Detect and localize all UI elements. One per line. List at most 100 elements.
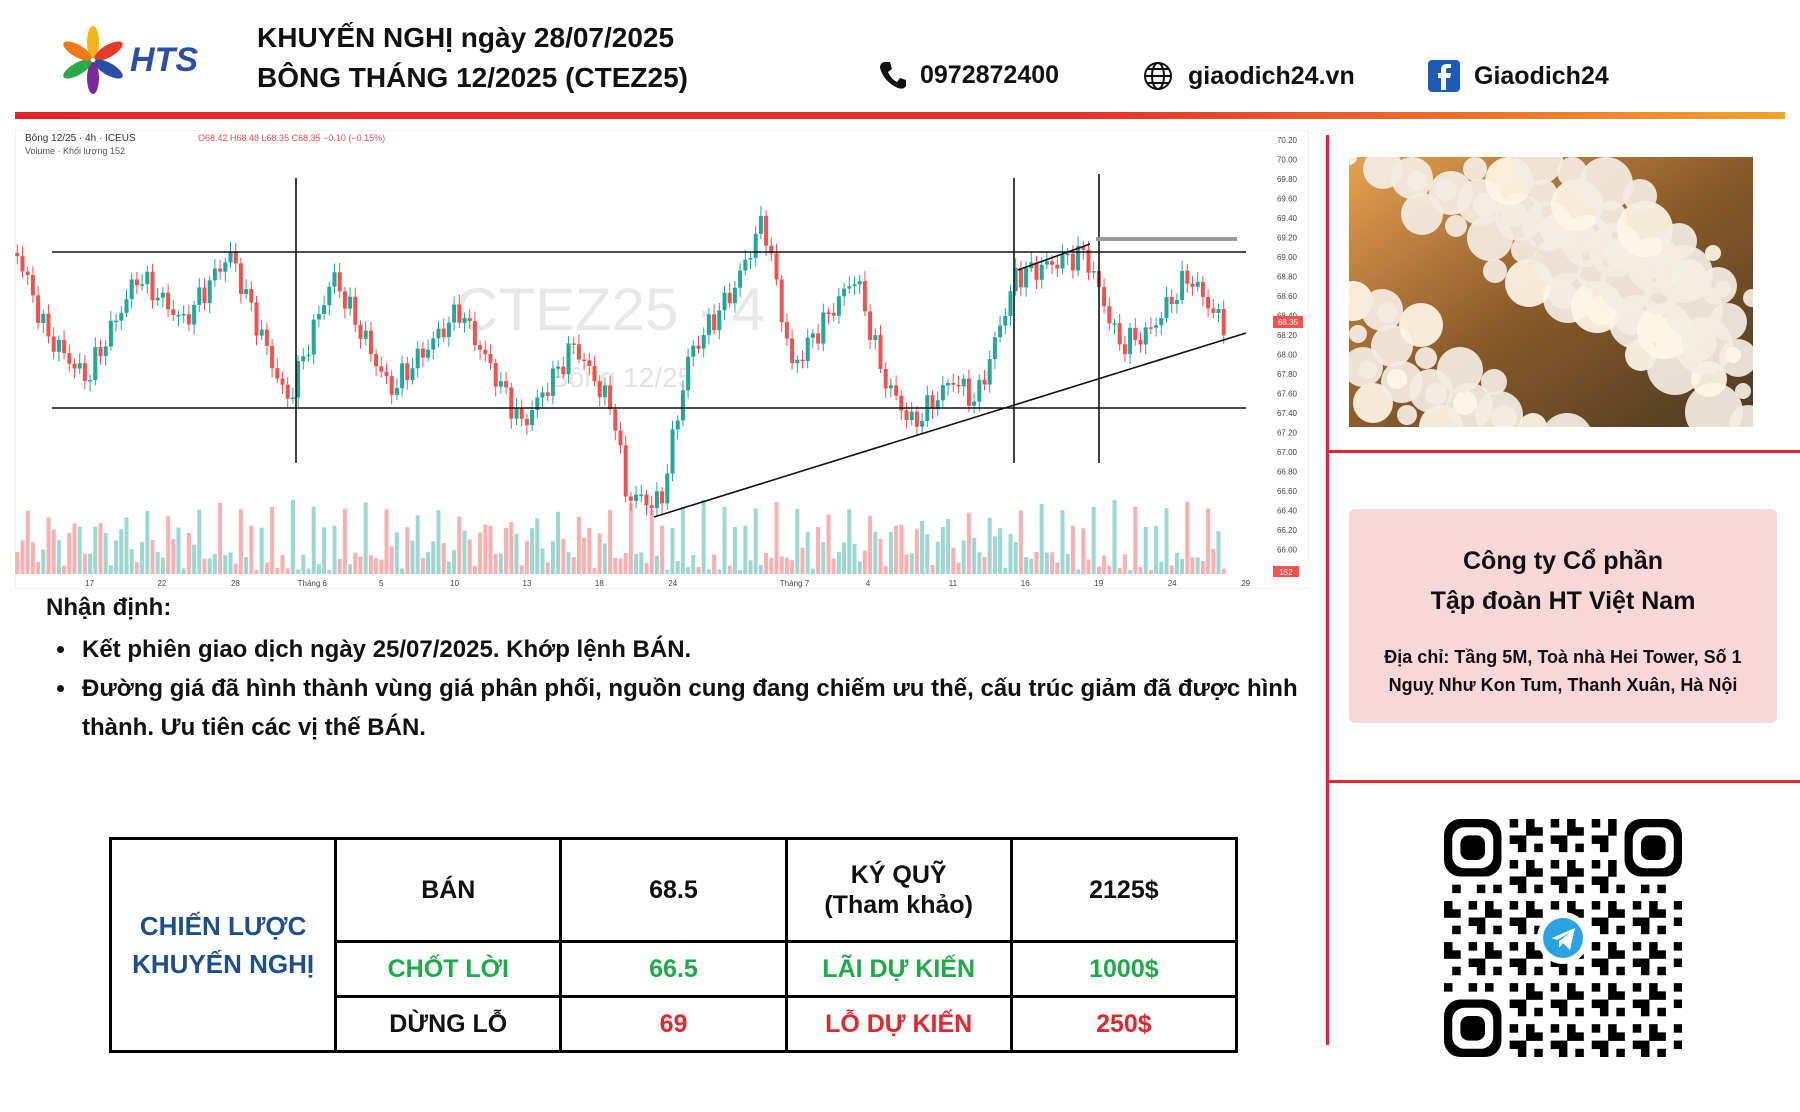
candle — [1148, 327, 1153, 329]
qr-module — [1558, 999, 1568, 1009]
analysis-list: Kết phiên giao dịch ngày 25/07/2025. Khớ… — [46, 630, 1306, 747]
volume-bar — [545, 562, 550, 574]
volume-bar — [478, 532, 483, 574]
candle — [675, 420, 680, 430]
candle — [400, 363, 405, 389]
volume-bar — [488, 525, 493, 574]
qr-module — [1526, 827, 1535, 836]
facebook: Giaodich24 — [1428, 60, 1609, 92]
volume-bar — [244, 557, 249, 574]
date-tick: 5 — [379, 579, 384, 588]
candle — [597, 381, 602, 398]
candle — [181, 314, 186, 316]
volume-bar — [446, 561, 451, 574]
qr-module — [1599, 917, 1609, 926]
cotton-boll — [1397, 405, 1417, 425]
volume-bar — [868, 515, 873, 574]
website-text: giaodich24.vn — [1188, 61, 1355, 90]
candle — [30, 274, 35, 296]
price-tick: 66.40 — [1277, 507, 1298, 516]
channel-line — [1017, 243, 1091, 271]
qr-module — [1657, 1032, 1666, 1041]
qr-code — [1444, 819, 1682, 1057]
volume-bar — [706, 569, 711, 574]
volume-bar — [540, 548, 545, 574]
volume-bar — [441, 543, 446, 574]
volume-bar — [842, 542, 847, 574]
qr-module — [1509, 1024, 1519, 1033]
volume-bar — [566, 552, 571, 574]
candle — [446, 322, 451, 338]
volume-bar — [275, 567, 280, 574]
cotton-boll — [1735, 383, 1751, 399]
volume-bar — [769, 557, 774, 574]
volume-bar — [779, 556, 784, 574]
candle — [784, 322, 789, 339]
qr-module — [1673, 1024, 1682, 1033]
volume-bar — [1107, 565, 1112, 574]
volume-bar — [618, 558, 623, 574]
address: Nguỵ Như Kon Tum, Thanh Xuân, Hà Nội — [1388, 675, 1738, 695]
candle — [836, 296, 841, 316]
qr-module — [1509, 942, 1519, 951]
candle — [368, 330, 373, 355]
qr-module — [1599, 1040, 1609, 1050]
price-tick: 70.00 — [1277, 156, 1298, 165]
volume-bar — [675, 561, 680, 574]
candle — [145, 271, 150, 285]
candle — [774, 253, 779, 280]
volume-bar — [88, 553, 93, 574]
volume-bar — [207, 558, 212, 574]
qr-module — [1526, 901, 1535, 910]
volume-bar — [270, 506, 275, 574]
volume-bar — [1200, 561, 1205, 574]
volume-bar — [597, 533, 602, 574]
volume-bar — [51, 529, 56, 574]
trend-line — [653, 332, 1247, 518]
candle — [348, 296, 353, 309]
volume-bar — [764, 552, 769, 574]
qr-module — [1649, 909, 1658, 918]
candle — [862, 281, 867, 312]
volume-bar — [1148, 569, 1153, 574]
volume-bar — [379, 559, 384, 574]
candle — [660, 491, 665, 504]
qr-module — [1591, 876, 1601, 885]
cell: 250$ — [1009, 994, 1239, 1054]
candle — [436, 328, 441, 339]
price-tick: 67.40 — [1277, 409, 1298, 418]
volume-bar — [342, 508, 347, 574]
volume-bar — [498, 553, 503, 574]
candle — [582, 359, 587, 361]
qr-module — [1591, 835, 1601, 844]
candle — [290, 397, 295, 399]
volume-bar — [712, 554, 717, 574]
qr-module — [1616, 966, 1625, 976]
price-tick: 67.80 — [1277, 370, 1298, 379]
candle — [764, 215, 769, 246]
candle — [545, 392, 550, 396]
volume-bar — [140, 542, 145, 574]
candle — [218, 268, 223, 272]
candle — [514, 407, 519, 419]
qr-module — [1575, 909, 1584, 918]
candle — [207, 280, 212, 304]
candle — [1221, 308, 1226, 336]
volume-bar — [124, 517, 129, 574]
candle — [566, 343, 571, 375]
volume-bar — [30, 542, 35, 574]
analysis-heading: Nhận định: — [46, 594, 172, 621]
volume-bar — [1044, 552, 1049, 574]
volume-bar — [1086, 559, 1091, 574]
volume-bar — [1195, 557, 1200, 574]
volume-bar — [550, 541, 555, 574]
candle — [1159, 318, 1164, 326]
volume-bar — [1169, 565, 1174, 574]
qr-module — [1517, 917, 1527, 926]
candle — [36, 295, 41, 324]
qr-module — [1476, 917, 1486, 926]
candle — [665, 473, 670, 504]
qr-module — [1534, 884, 1543, 894]
candle — [727, 292, 732, 304]
candle — [1128, 327, 1133, 355]
